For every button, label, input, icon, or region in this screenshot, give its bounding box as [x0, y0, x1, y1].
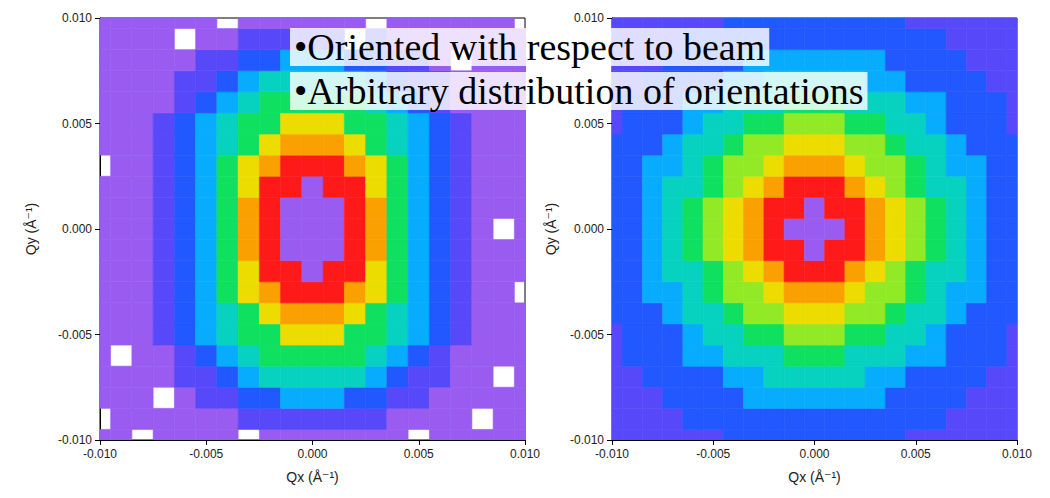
- svg-text:0.000: 0.000: [574, 222, 604, 236]
- svg-text:-0.005: -0.005: [696, 447, 730, 461]
- svg-text:•Oriented with respect to beam: •Oriented with respect to beam: [294, 26, 765, 68]
- svg-text:•Arbitrary distribution of ori: •Arbitrary distribution of orientations: [294, 70, 863, 112]
- svg-text:0.010: 0.010: [62, 11, 92, 25]
- svg-text:-0.005: -0.005: [58, 328, 92, 342]
- svg-text:0.000: 0.000: [62, 222, 92, 236]
- svg-text:0.005: 0.005: [62, 117, 92, 131]
- svg-text:0.005: 0.005: [404, 447, 434, 461]
- svg-text:Qy (Å⁻¹): Qy (Å⁻¹): [543, 203, 559, 256]
- svg-text:0.010: 0.010: [510, 447, 540, 461]
- svg-text:-0.010: -0.010: [83, 447, 117, 461]
- svg-text:-0.005: -0.005: [189, 447, 223, 461]
- svg-text:Qx (Å⁻¹): Qx (Å⁻¹): [286, 469, 339, 485]
- svg-text:-0.010: -0.010: [58, 433, 92, 447]
- svg-text:0.000: 0.000: [799, 447, 829, 461]
- svg-text:0.005: 0.005: [574, 117, 604, 131]
- svg-text:0.000: 0.000: [297, 447, 327, 461]
- svg-text:-0.010: -0.010: [595, 447, 629, 461]
- svg-text:Qy (Å⁻¹): Qy (Å⁻¹): [23, 203, 39, 256]
- svg-text:-0.010: -0.010: [570, 433, 604, 447]
- svg-text:0.010: 0.010: [574, 11, 604, 25]
- svg-text:-0.005: -0.005: [570, 328, 604, 342]
- svg-text:Qx (Å⁻¹): Qx (Å⁻¹): [788, 469, 841, 485]
- svg-text:0.010: 0.010: [1002, 447, 1032, 461]
- svg-text:0.005: 0.005: [901, 447, 931, 461]
